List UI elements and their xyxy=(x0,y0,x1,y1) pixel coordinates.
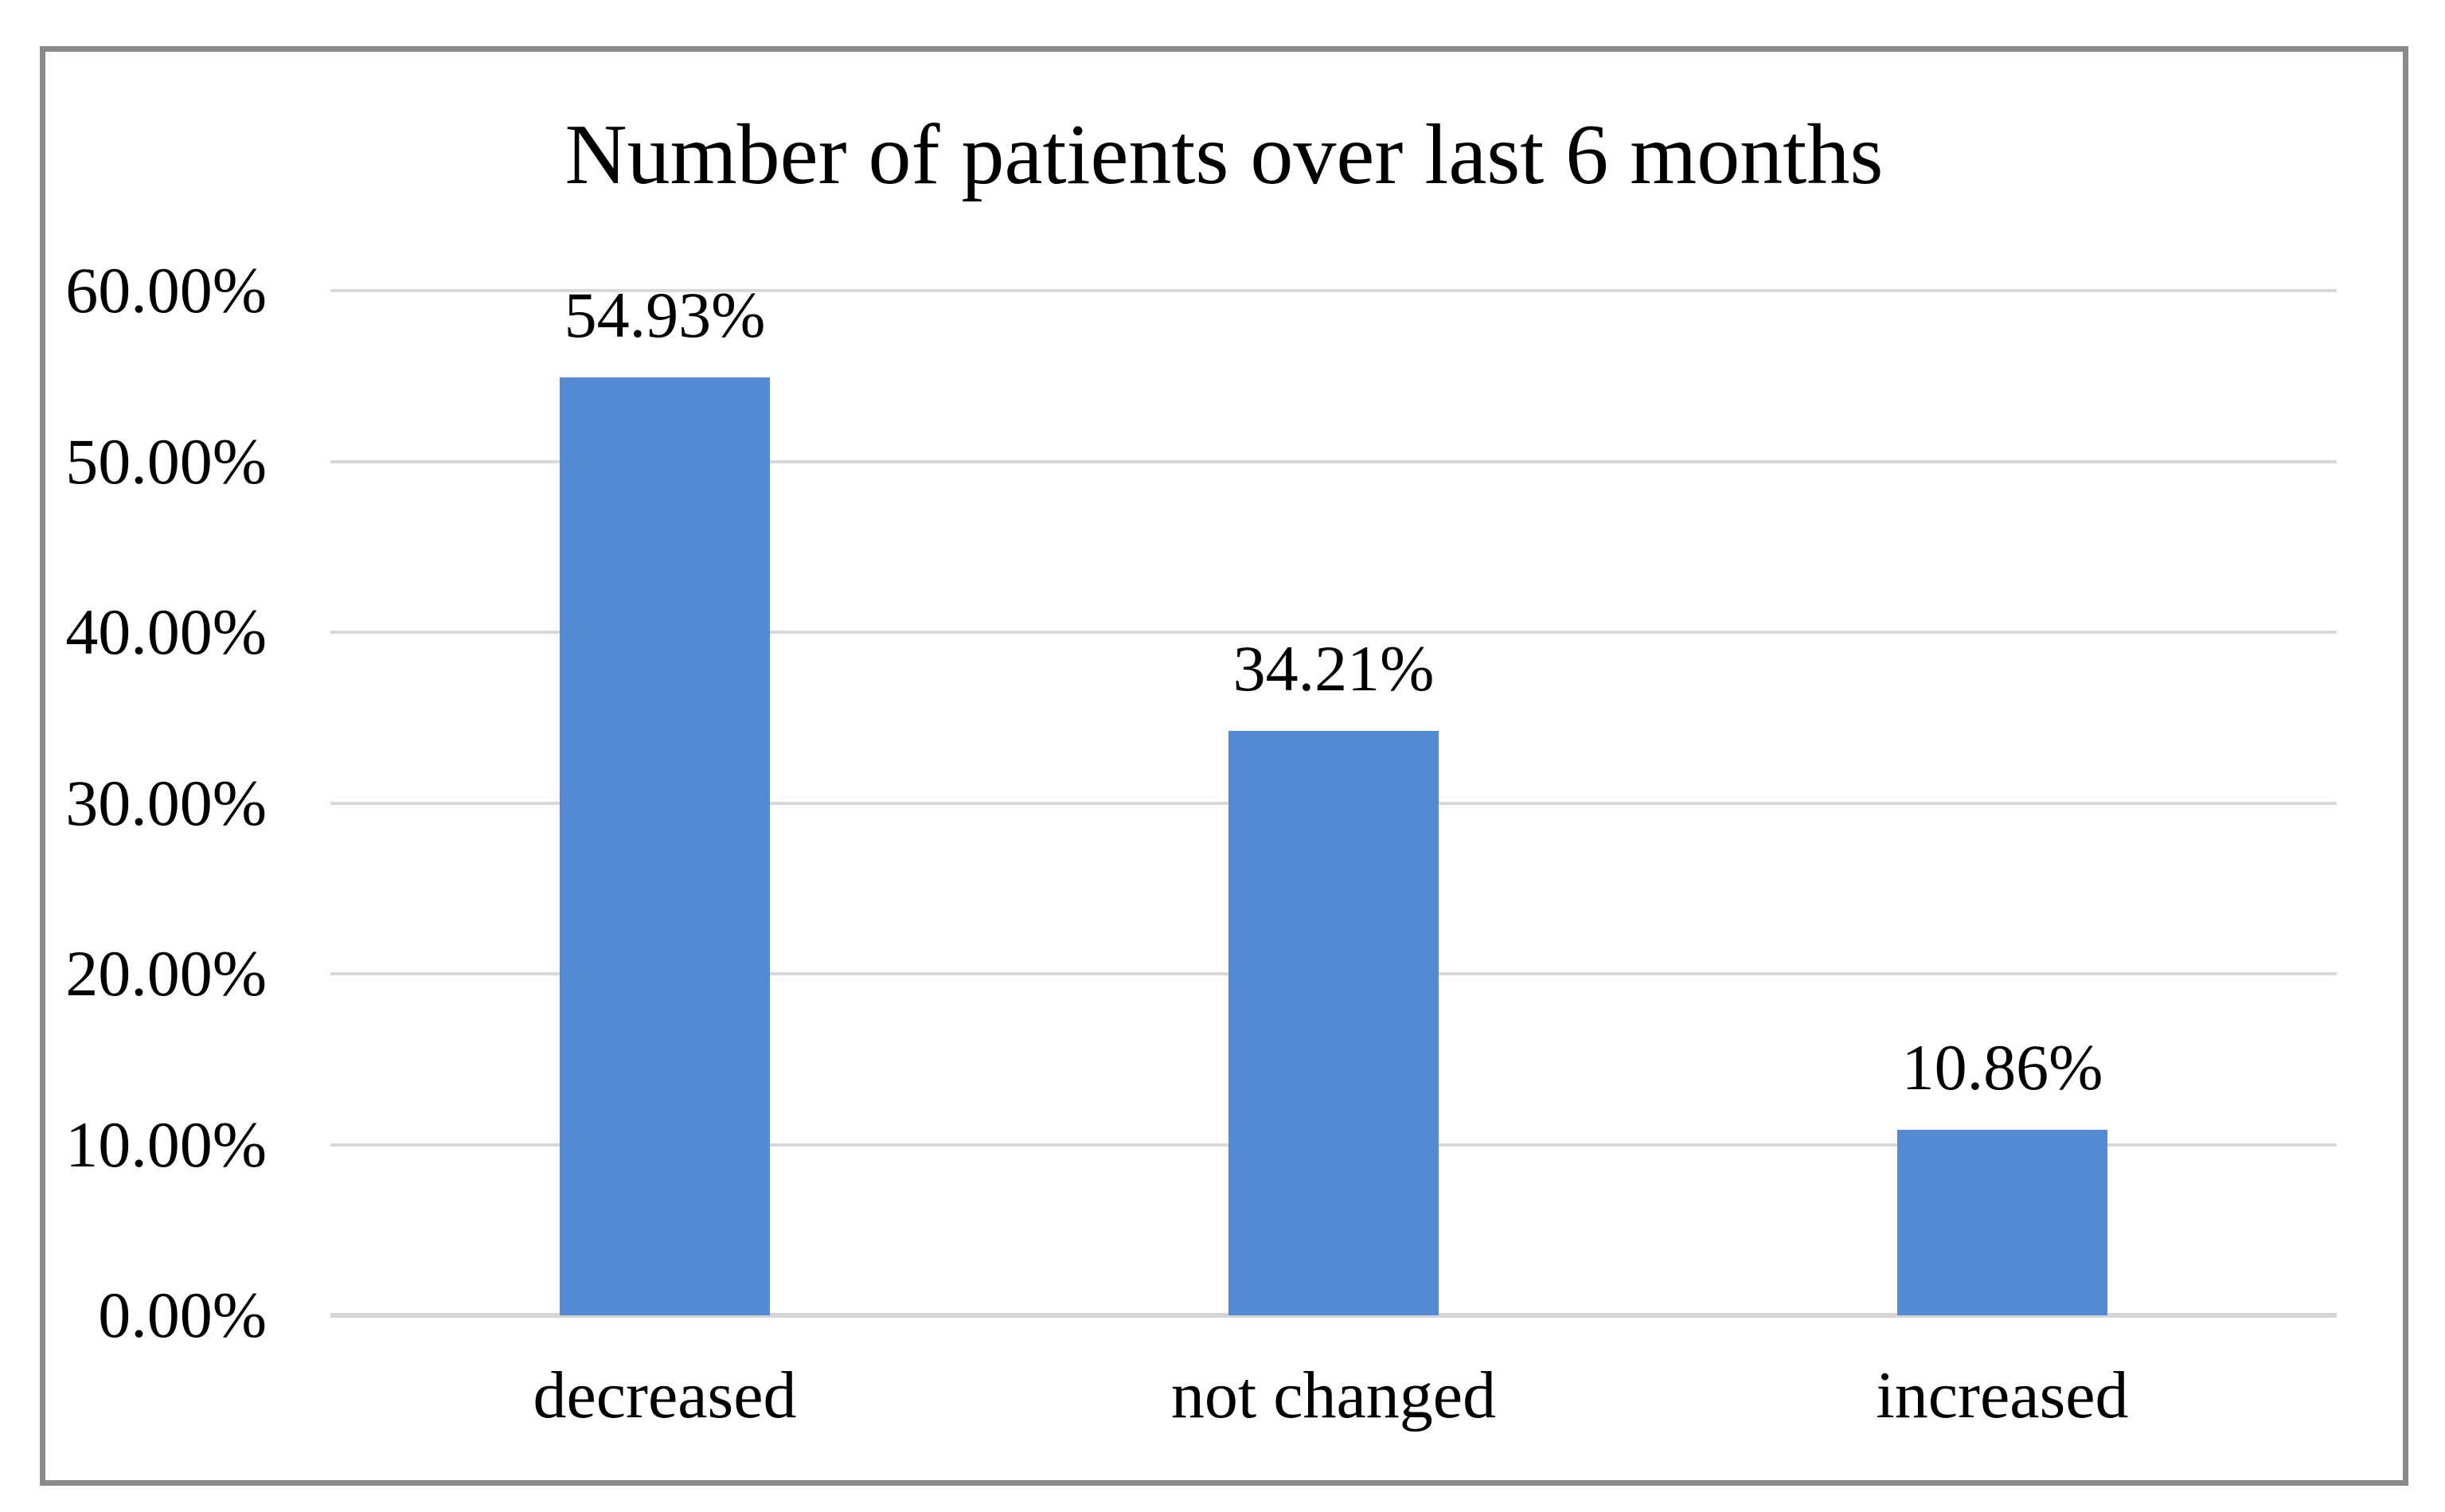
bar-not-changed xyxy=(1228,731,1439,1315)
bar-value-label: 10.86% xyxy=(1901,1031,2103,1104)
bar-decreased xyxy=(560,377,770,1315)
gridline xyxy=(330,631,2337,634)
y-tick-label: 0.00% xyxy=(98,1279,267,1351)
x-axis-baseline xyxy=(330,1313,2337,1318)
category-label: decreased xyxy=(533,1358,797,1432)
y-tick-label: 50.00% xyxy=(65,424,267,498)
category-label: increased xyxy=(1876,1358,2129,1432)
y-tick-label: 30.00% xyxy=(65,766,267,839)
bar-increased xyxy=(1897,1130,2107,1315)
chart-title: Number of patients over last 6 months xyxy=(564,107,1884,202)
y-tick-label: 60.00% xyxy=(65,254,267,326)
y-tick-label: 40.00% xyxy=(65,596,267,668)
gridline xyxy=(330,289,2337,292)
y-tick-label: 20.00% xyxy=(65,937,267,1010)
bar-value-label: 34.21% xyxy=(1232,632,1435,705)
category-label: not changed xyxy=(1170,1358,1497,1432)
bar-value-label: 54.93% xyxy=(564,278,766,351)
gridline xyxy=(330,459,2337,463)
y-tick-label: 10.00% xyxy=(65,1108,267,1181)
